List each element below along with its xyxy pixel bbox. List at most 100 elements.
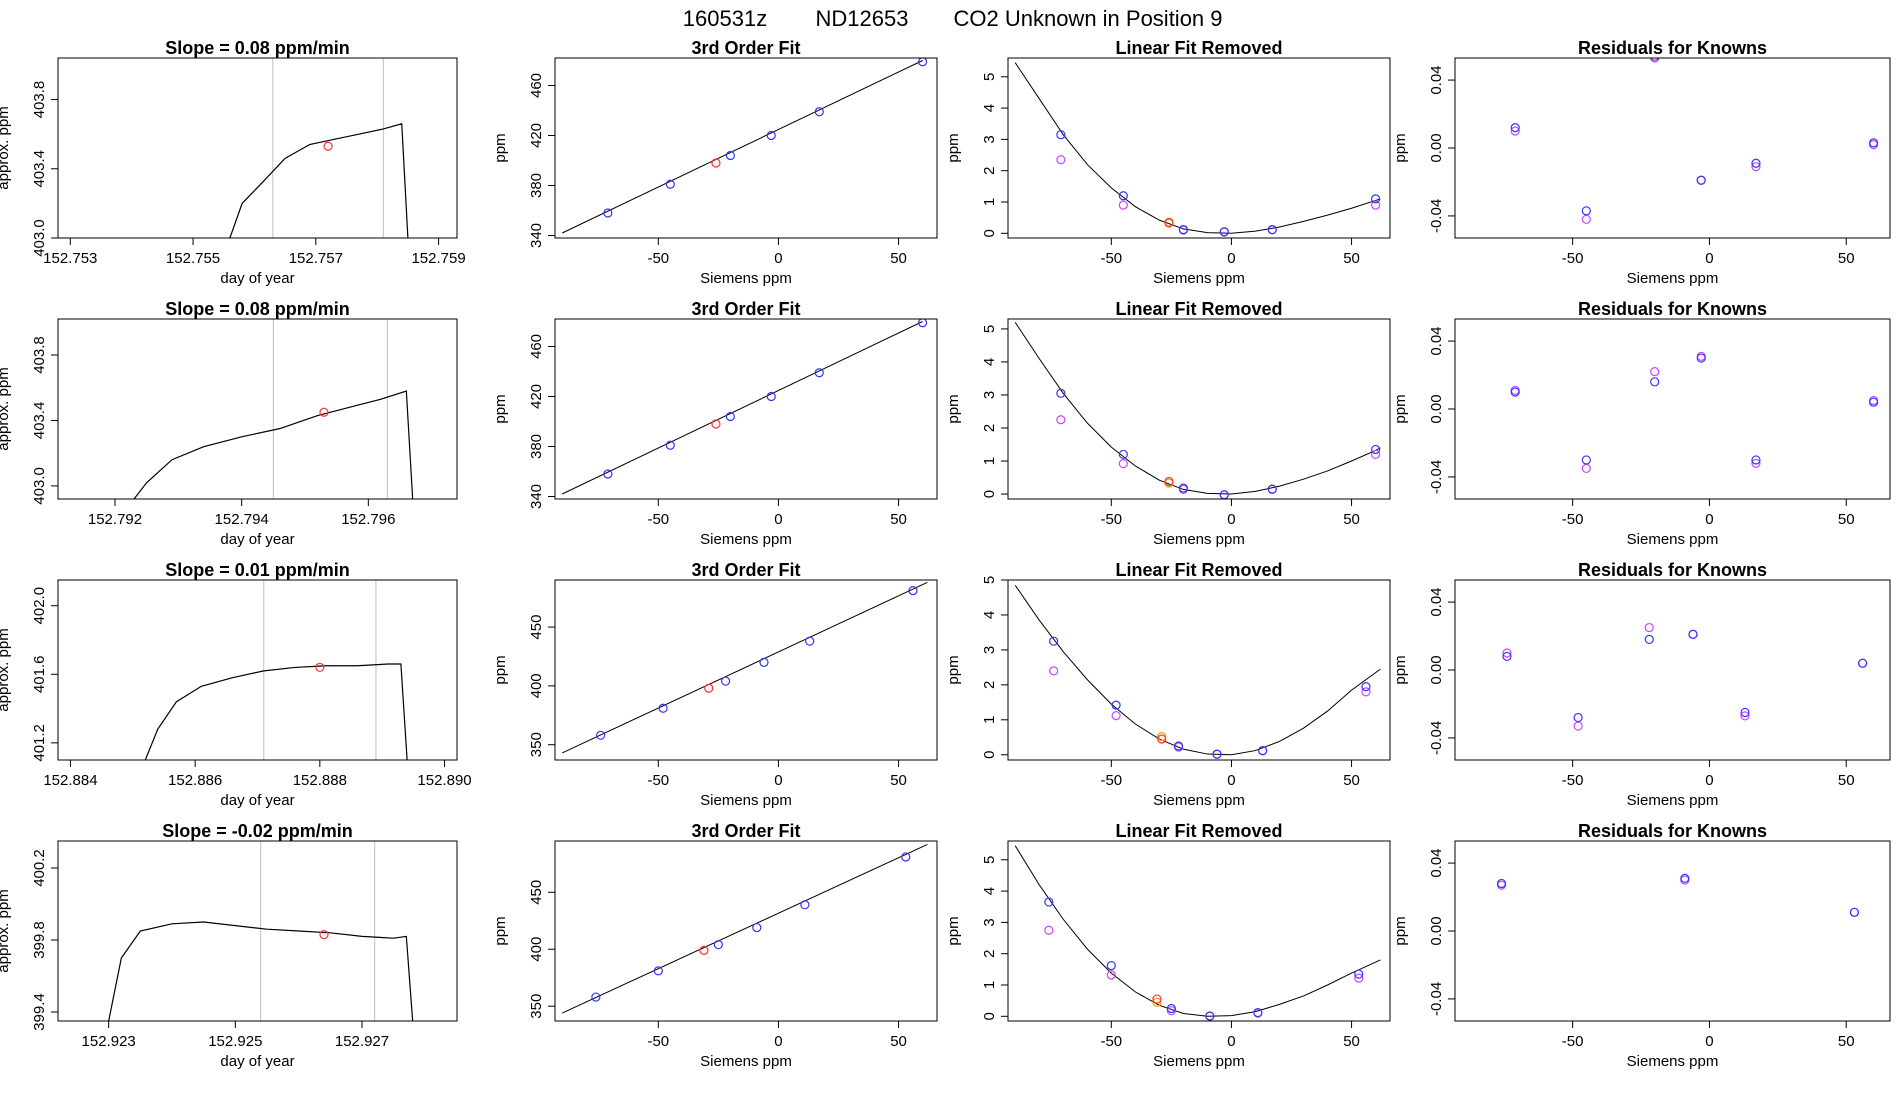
plot-frame [1007,579,1391,761]
figure-title-description: CO2 Unknown in Position 9 [953,6,1222,31]
known-point [1219,490,1229,499]
x-tick-label: 0 [1705,250,1713,267]
known-point-alt [1650,58,1660,63]
panel-title: Residuals for Knowns [1578,38,1767,58]
average-point [319,929,329,940]
x-tick-label: 50 [890,511,907,528]
x-tick-label: -50 [647,1033,669,1050]
x-tick-label: 0 [1705,511,1713,528]
x-tick-label: 152.890 [417,772,471,789]
y-tick-label: 460 [528,334,545,359]
known-point [1212,749,1222,759]
x-tick-label: 152.759 [411,250,465,267]
x-tick-label: 152.757 [289,250,343,267]
y-tick-label: 401.2 [31,724,48,762]
y-tick-label: 3 [981,918,998,926]
y-axis-label: approx. ppm [0,367,12,450]
x-tick-label: -50 [1100,1033,1122,1050]
known-point-alt [1581,463,1591,474]
y-tick-label: 420 [528,384,545,409]
average-point [323,141,333,151]
y-tick-label: 400.2 [31,849,48,887]
known-point-alt [1650,367,1660,377]
known-point-alt [1502,648,1512,658]
known-point [1740,707,1750,718]
y-tick-label: 0.04 [1428,326,1445,355]
plot-area [561,319,928,495]
plot-frame [57,318,458,500]
y-tick-label: 0.00 [1428,394,1445,423]
plot-area [1014,845,1381,1021]
known-point-alt [1510,126,1520,136]
y-tick-label: -0.04 [1428,460,1445,494]
y-tick-label: 460 [528,73,545,98]
unknown-point [711,419,721,429]
known-point [1644,634,1654,645]
known-point [713,940,723,950]
known-point [1496,878,1507,889]
y-tick-label: 3 [981,135,998,143]
figure-title: 160531z ND12653 CO2 Unknown in Position … [683,6,1223,31]
known-point [901,852,911,862]
x-axis-label: day of year [220,270,294,287]
x-tick-label: 0 [1227,1033,1235,1050]
figure-title-tank: ND12653 [816,6,909,31]
panel-title: Slope = 0.08 ppm/min [165,38,350,58]
y-axis-label: ppm [1392,133,1409,162]
known-point-alt [1044,925,1054,935]
plot-frame [57,579,458,761]
known-point [658,703,668,713]
y-axis-label: ppm [945,655,962,684]
known-point [1751,455,1761,465]
plot-frame [1007,840,1391,1022]
fit-curve [1014,322,1381,495]
x-tick-label: 50 [1343,250,1360,267]
plot-frame [1007,318,1391,500]
ts-panel-3: Slope = 0.01 ppm/min day of year approx. p… [0,560,472,809]
y-tick-label: 2 [981,167,998,175]
x-tick-label: -50 [1562,511,1584,528]
known-point [1219,227,1229,237]
y-tick-label: 2 [981,424,998,432]
known-point [665,440,675,450]
panel-title: Residuals for Knowns [1578,821,1767,841]
known-point [725,150,735,161]
y-axis-label: approx. ppm [0,889,12,972]
fit-panel-3: 3rd Order Fit Siemens ppm ppm -50 0 50 350 400 4… [492,560,938,809]
y-tick-label: 403.8 [31,336,48,374]
res-panel-2: Residuals for Knowns Siemens ppm ppm -50 0 50… [1392,299,1891,548]
panel-title: Slope = 0.01 ppm/min [165,560,350,580]
known-point [1049,636,1059,646]
known-point [1650,377,1660,387]
known-point [1573,712,1583,723]
y-tick-label: 0 [981,1012,998,1020]
lin-panel-1: Linear Fit Removed Siemens ppm ppm -50 0 50 0 1… [945,38,1391,287]
known-point [1680,873,1690,883]
x-tick-label: 152.796 [341,511,395,528]
x-tick-label: 50 [1343,511,1360,528]
x-axis-label: day of year [220,1053,294,1070]
y-axis-label: approx. ppm [0,106,12,189]
y-tick-label: 1 [981,198,998,206]
plot-area [229,58,409,238]
y-tick-label: 5 [981,576,998,584]
fit-curve [1014,845,1381,1017]
unknown-point [1152,994,1162,1004]
x-tick-label: 50 [1343,772,1360,789]
x-tick-label: 50 [1838,250,1855,267]
known-point-alt [1049,666,1059,676]
known-point [720,676,731,686]
known-point [1688,629,1698,639]
known-point [1258,745,1268,756]
x-tick-label: 50 [1838,772,1855,789]
fit-line [561,321,923,495]
known-point [908,585,918,596]
x-axis-label: Siemens ppm [1627,270,1719,287]
y-tick-label: 340 [528,223,545,248]
known-point [1106,960,1116,971]
x-axis-label: Siemens ppm [1153,792,1245,809]
known-point [766,130,776,141]
y-tick-label: 0.00 [1428,655,1445,684]
y-tick-label: 0.04 [1428,848,1445,877]
x-tick-label: -50 [1100,772,1122,789]
